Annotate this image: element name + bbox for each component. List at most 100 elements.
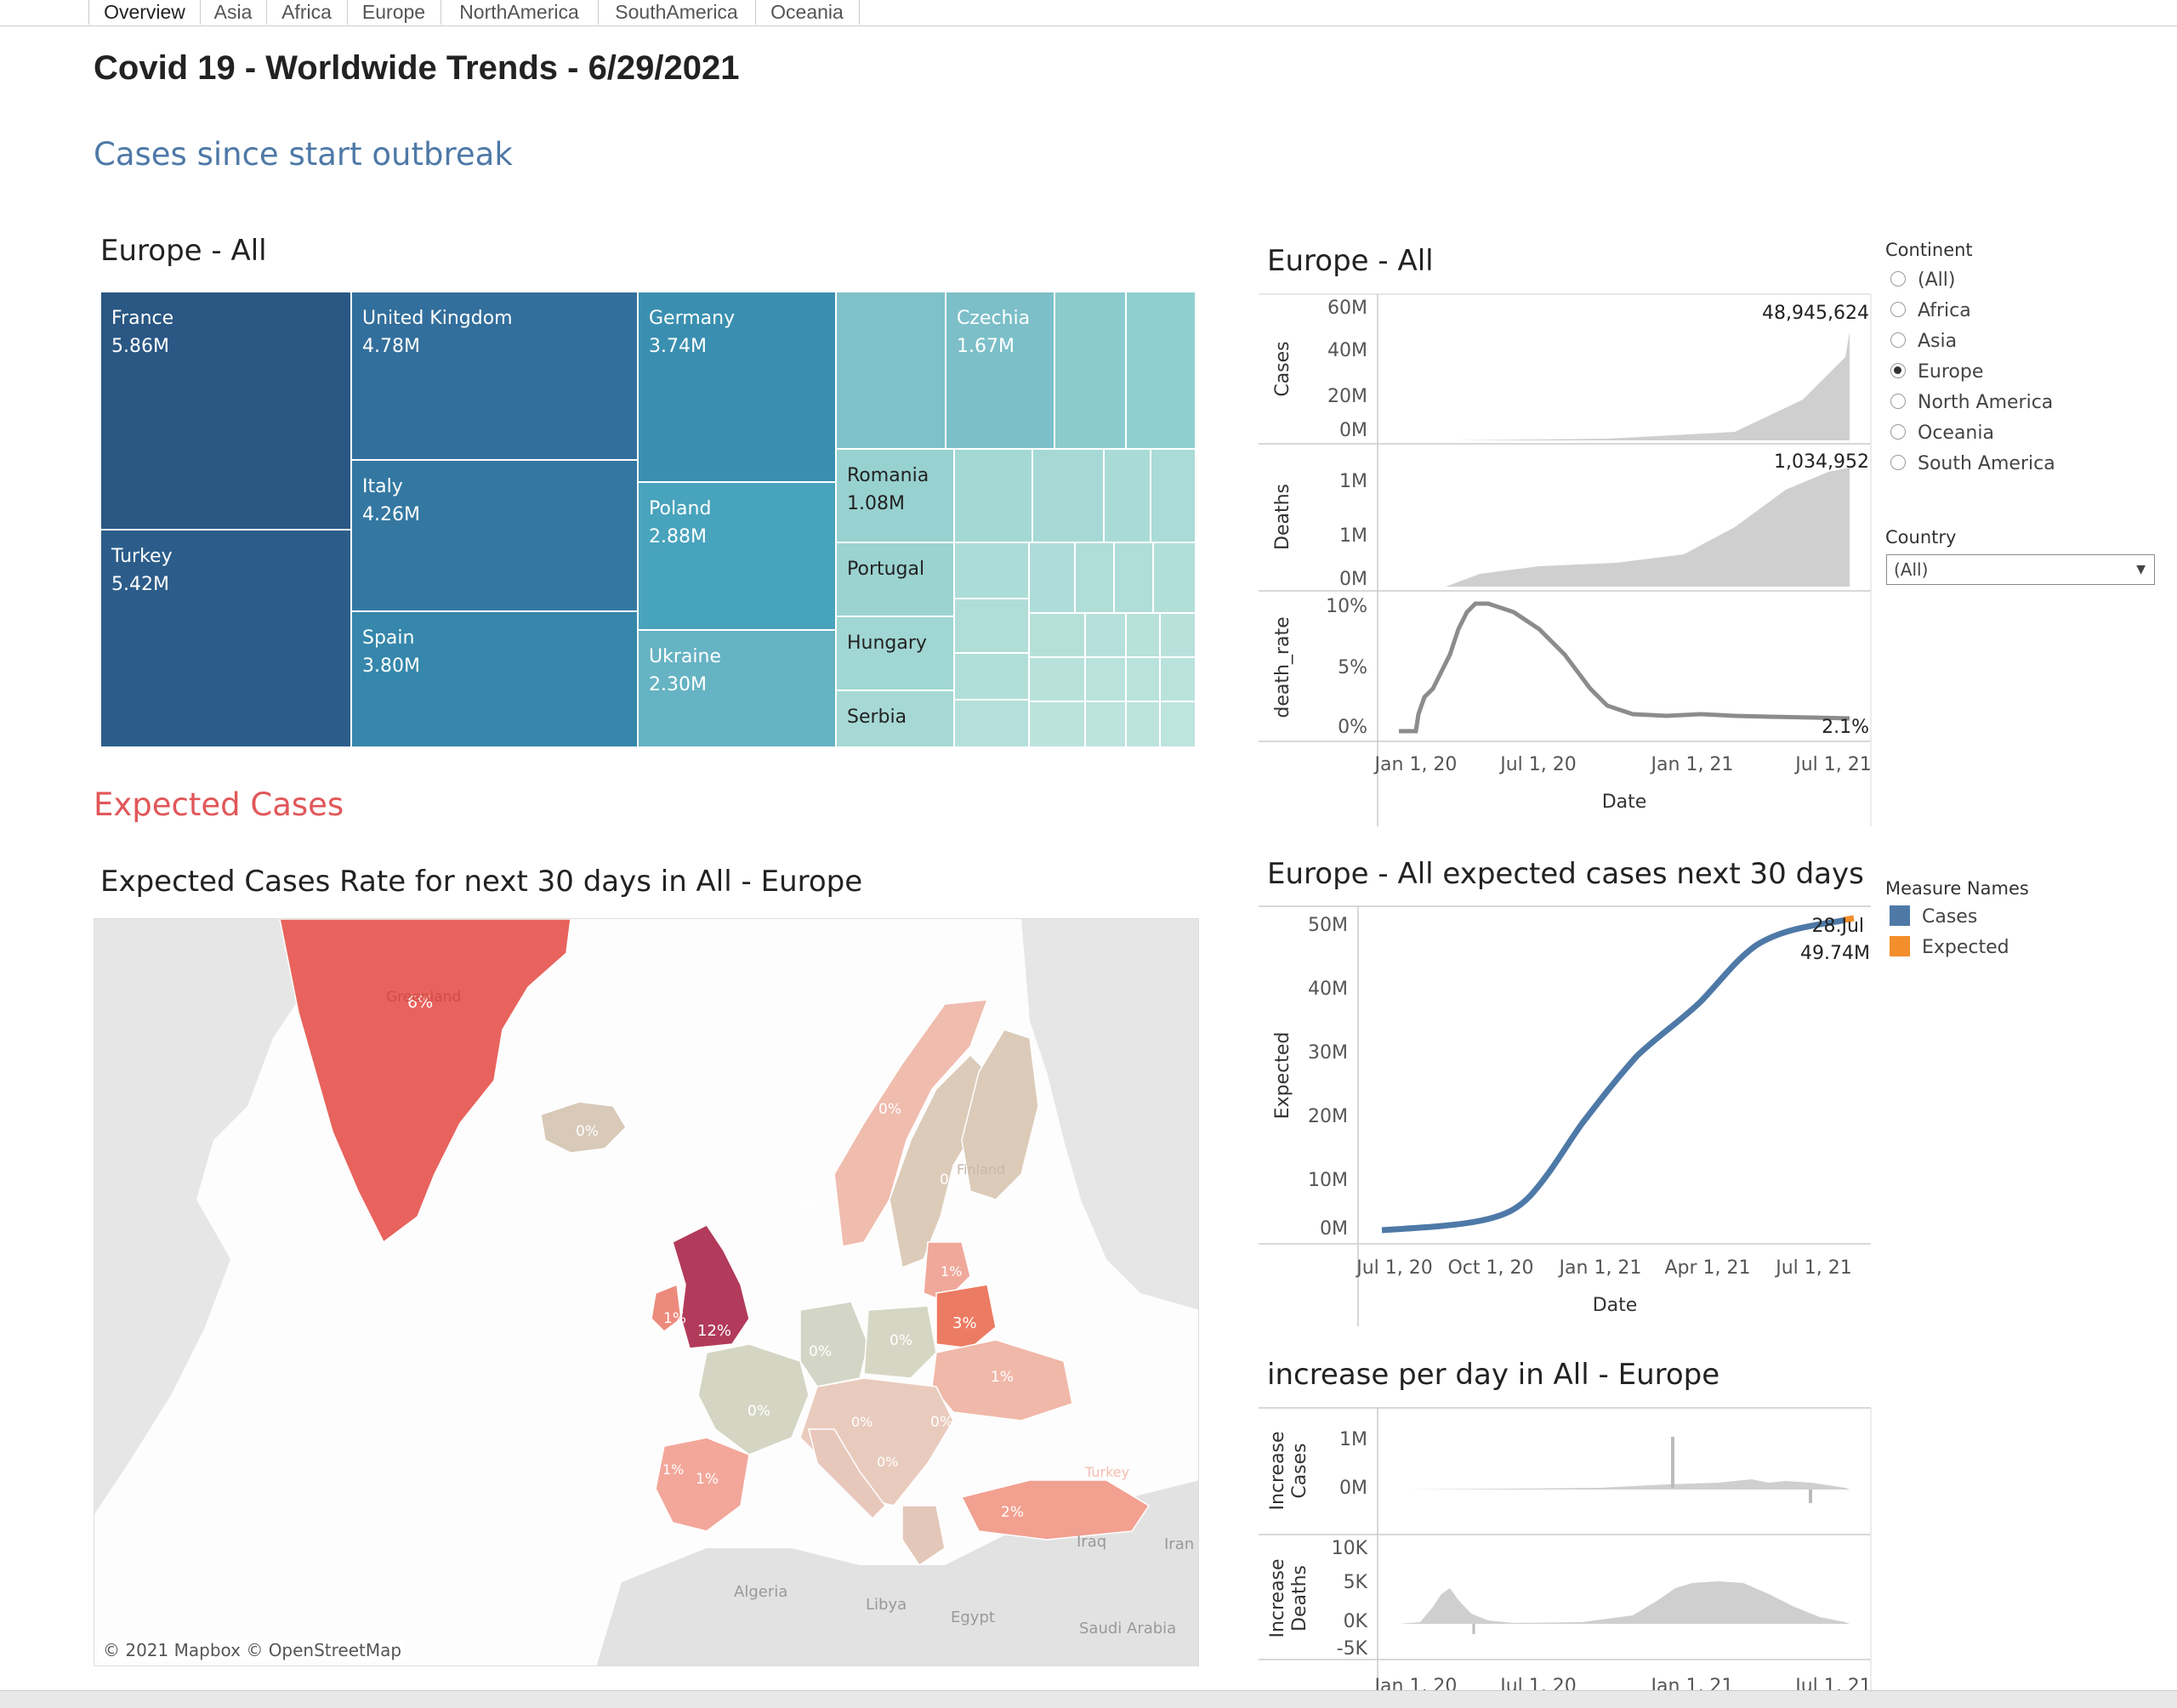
treemap-cell-small[interactable] xyxy=(1085,613,1126,657)
tab-northamerica[interactable]: NorthAmerica xyxy=(441,0,599,25)
region-turkey[interactable] xyxy=(960,1479,1151,1541)
treemap-cell-small[interactable] xyxy=(1029,657,1085,701)
treemap-cell-small[interactable] xyxy=(954,653,1029,700)
tab-africa[interactable]: Africa xyxy=(266,0,348,25)
deaths-max-label: 1,034,952 xyxy=(1774,451,1869,473)
treemap-cell-small[interactable] xyxy=(1029,613,1085,657)
treemap-cell-small[interactable] xyxy=(1153,542,1196,613)
treemap-cell-small[interactable] xyxy=(1126,657,1160,701)
date-tick: Jan 1, 20 xyxy=(1373,754,1458,775)
land-north-america xyxy=(94,919,307,1514)
treemap-cell-small[interactable] xyxy=(1029,701,1085,747)
treemap-cell-small[interactable] xyxy=(1085,701,1126,747)
treemap-cell-small[interactable] xyxy=(836,292,946,449)
treemap-cell-romania[interactable]: Romania 1.08M xyxy=(836,449,954,542)
increase-cases-tick: 1M xyxy=(1339,1429,1367,1450)
treemap-cell-small[interactable] xyxy=(954,542,1029,599)
map-attribution[interactable]: © 2021 Mapbox © OpenStreetMap xyxy=(99,1640,406,1660)
region-spain[interactable] xyxy=(655,1437,750,1532)
treemap-cell-portugal[interactable]: Portugal xyxy=(836,542,954,616)
map-label-ukraine: 1% xyxy=(991,1369,1014,1386)
rate-axis-title: death_rate xyxy=(1272,616,1293,718)
region-uk[interactable] xyxy=(672,1224,750,1349)
bottom-scroll-bar[interactable] xyxy=(0,1690,2177,1708)
treemap-cell-turkey[interactable]: Turkey 5.42M xyxy=(100,530,351,747)
tab-overview[interactable]: Overview xyxy=(88,0,201,25)
cell-name: Romania xyxy=(847,465,929,486)
region-ireland[interactable] xyxy=(651,1283,682,1332)
region-germany[interactable] xyxy=(799,1301,869,1387)
continent-option-oceania[interactable]: Oceania xyxy=(1890,419,1994,448)
region-greenland[interactable] xyxy=(279,919,571,1244)
dropdown-value: (All) xyxy=(1894,559,1929,580)
continent-option-north-america[interactable]: North America xyxy=(1890,389,2053,417)
legend-item-expected[interactable]: Expected xyxy=(1890,933,2009,962)
treemap-cell-small[interactable] xyxy=(1029,542,1075,613)
cell-name: Poland xyxy=(649,498,712,519)
treemap-cell-small[interactable] xyxy=(1160,701,1196,747)
treemap-cell-small[interactable] xyxy=(1054,292,1126,449)
continent-option-europe[interactable]: Europe xyxy=(1890,358,1983,387)
continent-option-all[interactable]: (All) xyxy=(1890,266,1955,295)
treemap-cell-france[interactable]: France 5.86M xyxy=(100,292,351,530)
treemap-cell-spain[interactable]: Spain 3.80M xyxy=(351,611,638,747)
option-label: North America xyxy=(1918,392,2054,413)
treemap-cell-small[interactable] xyxy=(1160,657,1196,701)
treemap-cell-italy[interactable]: Italy 4.26M xyxy=(351,460,638,611)
treemap-cell-small[interactable] xyxy=(954,449,1032,542)
region-poland[interactable] xyxy=(863,1305,937,1379)
region-france[interactable] xyxy=(697,1343,810,1455)
cases-axis-title: Cases xyxy=(1272,341,1293,396)
continent-option-south-america[interactable]: South America xyxy=(1890,450,2055,479)
treemap-cell-small[interactable] xyxy=(954,700,1029,747)
treemap-cell-small[interactable] xyxy=(1114,542,1153,613)
treemap-cell-small[interactable] xyxy=(1160,613,1196,657)
treemap-cell-small[interactable] xyxy=(1104,449,1151,542)
treemap-cell-small[interactable] xyxy=(1032,449,1104,542)
region-belarus[interactable] xyxy=(935,1284,997,1349)
cell-name: Serbia xyxy=(847,706,907,728)
region-greece[interactable] xyxy=(901,1505,946,1567)
tab-europe[interactable]: Europe xyxy=(347,0,441,25)
treemap-cell-small[interactable] xyxy=(1075,542,1114,613)
continent-option-africa[interactable]: Africa xyxy=(1890,297,1971,326)
region-norway[interactable] xyxy=(833,999,989,1247)
cell-name: Portugal xyxy=(847,559,925,580)
treemap-cell-serbia[interactable]: Serbia xyxy=(836,690,954,747)
country-dropdown[interactable]: (All) ▼ xyxy=(1886,554,2155,585)
treemap-cell-poland[interactable]: Poland 2.88M xyxy=(638,482,836,630)
treemap-cell-czechia[interactable]: Czechia 1.67M xyxy=(946,292,1054,449)
treemap-cell-small[interactable] xyxy=(1126,701,1160,747)
tab-southamerica[interactable]: SouthAmerica xyxy=(598,0,756,25)
tab-oceania[interactable]: Oceania xyxy=(755,0,860,25)
choropleth-map[interactable]: 6% Greenland 0% 12% 1% 1% 0% 0% 0% 1% 1%… xyxy=(94,918,1199,1666)
treemap-cell-ukraine[interactable]: Ukraine 2.30M xyxy=(638,630,836,747)
map-label-balkans: 0% xyxy=(877,1454,898,1470)
region-iceland[interactable] xyxy=(540,1101,627,1154)
cell-value: 2.88M xyxy=(649,526,707,548)
treemap-cell-small[interactable] xyxy=(1085,657,1126,701)
treemap-cell-united-kingdom[interactable]: United Kingdom 4.78M xyxy=(351,292,638,460)
death-rate-line xyxy=(1399,601,1850,734)
region-italy[interactable] xyxy=(808,1428,886,1520)
treemap-cell-small[interactable] xyxy=(954,599,1029,653)
tab-asia[interactable]: Asia xyxy=(200,0,267,25)
map-label-belarus: 3% xyxy=(952,1314,977,1332)
legend-item-cases[interactable]: Cases xyxy=(1890,903,1977,932)
option-label: (All) xyxy=(1918,270,1956,291)
treemap-cell-germany[interactable]: Germany 3.74M xyxy=(638,292,836,482)
region-baltics[interactable] xyxy=(923,1241,971,1302)
treemap-cell-small[interactable] xyxy=(1126,292,1196,449)
treemap-cell-hungary[interactable]: Hungary xyxy=(836,616,954,690)
treemap-cell-small[interactable] xyxy=(1126,613,1160,657)
treemap: France 5.86M Turkey 5.42M United Kingdom 4.… xyxy=(100,292,1196,747)
region-finland[interactable] xyxy=(961,1029,1039,1200)
cell-name: Hungary xyxy=(847,633,927,654)
date-tick: Jan 1, 21 xyxy=(1650,754,1734,775)
increase-deaths-axis-title: IncreaseDeaths xyxy=(1267,1558,1310,1637)
legend-label: Cases xyxy=(1922,906,1978,928)
treemap-cell-small[interactable] xyxy=(1151,449,1196,542)
continent-option-asia[interactable]: Asia xyxy=(1890,327,1957,356)
map-place-iraq: Iraq xyxy=(1077,1533,1106,1551)
map-label-turkey: 2% xyxy=(1001,1504,1024,1521)
